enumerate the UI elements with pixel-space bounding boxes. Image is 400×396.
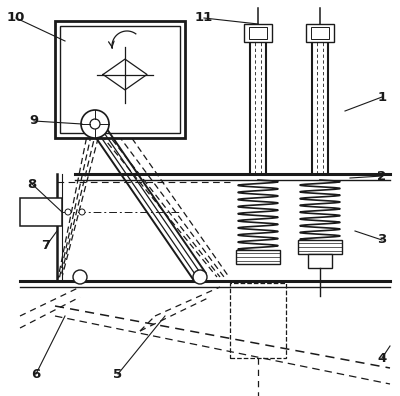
Circle shape: [79, 209, 85, 215]
Text: 11: 11: [195, 11, 213, 24]
Text: 2: 2: [378, 170, 386, 183]
Bar: [230, 283, 286, 358]
Bar: [311, 27, 329, 39]
Bar: [55, 21, 185, 138]
Text: 5: 5: [114, 368, 122, 381]
Text: 3: 3: [377, 233, 387, 246]
Text: 4: 4: [377, 352, 387, 365]
Text: 10: 10: [7, 11, 25, 24]
Text: 9: 9: [30, 114, 38, 127]
Bar: [308, 254, 332, 268]
Circle shape: [73, 270, 87, 284]
Text: 8: 8: [27, 178, 37, 190]
Circle shape: [65, 209, 71, 215]
Circle shape: [90, 119, 100, 129]
Circle shape: [193, 270, 207, 284]
Text: 1: 1: [378, 91, 386, 103]
Bar: [306, 24, 334, 42]
Circle shape: [81, 110, 109, 138]
Text: 7: 7: [42, 239, 50, 252]
Bar: [249, 27, 267, 39]
Bar: [236, 250, 280, 264]
Bar: [60, 26, 180, 133]
Bar: [20, 198, 62, 226]
Text: 6: 6: [31, 368, 41, 381]
Bar: [298, 240, 342, 254]
Bar: [244, 24, 272, 42]
